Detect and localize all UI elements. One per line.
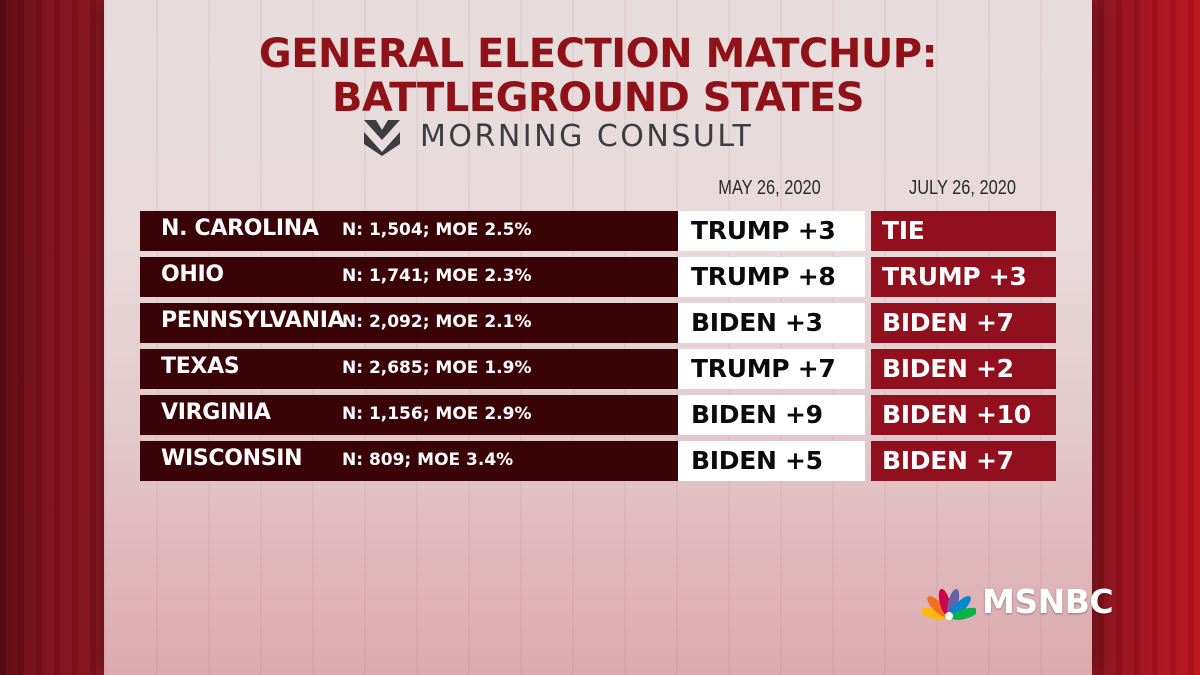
july-result-cell: BIDEN +7 [871,441,1056,481]
table-row: OHIO N: 1,741; MOE 2.3% TRUMP +8 TRUMP +… [140,257,1056,297]
table-row: TEXAS N: 2,685; MOE 1.9% TRUMP +7 BIDEN … [140,349,1056,389]
state-name: WISCONSIN [161,446,303,471]
july-result: TIE [882,216,925,245]
sample-info: N: 1,741; MOE 2.3% [342,266,532,286]
title-line-2: BATTLEGROUND STATES [331,75,865,121]
july-result-cell: BIDEN +7 [871,303,1056,343]
state-cell: TEXAS N: 2,685; MOE 1.9% [140,349,678,389]
source-logo: MORNING CONSULT [362,118,753,156]
state-cell: VIRGINIA N: 1,156; MOE 2.9% [140,395,678,435]
may-result: BIDEN +9 [691,400,823,429]
may-result: BIDEN +5 [691,446,823,475]
state-name: VIRGINIA [161,400,271,425]
table-row: N. CAROLINA N: 1,504; MOE 2.5% TRUMP +3 … [140,211,1056,251]
may-result-cell: BIDEN +3 [678,303,865,343]
state-name: OHIO [161,262,224,287]
may-result-cell: TRUMP +8 [678,257,865,297]
sample-info: N: 2,685; MOE 1.9% [342,358,532,378]
state-name: N. CAROLINA [161,216,319,241]
state-cell: PENNSYLVANIA N: 2,092; MOE 2.1% [140,303,678,343]
sample-info: N: 1,156; MOE 2.9% [342,404,532,424]
july-result: TRUMP +3 [882,262,1027,291]
july-result: BIDEN +2 [882,354,1014,383]
table-row: PENNSYLVANIA N: 2,092; MOE 2.1% BIDEN +3… [140,303,1056,343]
may-result-cell: TRUMP +3 [678,211,865,251]
source-name: MORNING CONSULT [420,119,754,154]
column-header-may: MAY 26, 2020 [718,177,821,199]
may-result: BIDEN +3 [691,308,823,337]
july-result: BIDEN +7 [882,446,1014,475]
sample-info: N: 809; MOE 3.4% [342,450,514,470]
state-name: TEXAS [161,354,240,379]
morning-consult-logo-icon [364,120,400,156]
may-result: TRUMP +7 [691,354,836,383]
july-result-cell: BIDEN +10 [871,395,1056,435]
state-name: PENNSYLVANIA [161,308,345,333]
may-result-cell: BIDEN +9 [678,395,865,435]
may-result: TRUMP +3 [691,216,836,245]
table-row: VIRGINIA N: 1,156; MOE 2.9% BIDEN +9 BID… [140,395,1056,435]
state-cell: OHIO N: 1,741; MOE 2.3% [140,257,678,297]
july-result: BIDEN +10 [882,400,1031,429]
column-header-july: JULY 26, 2020 [909,177,1016,199]
july-result: BIDEN +7 [882,308,1014,337]
table-row: WISCONSIN N: 809; MOE 3.4% BIDEN +5 BIDE… [140,441,1056,481]
may-result-cell: BIDEN +5 [678,441,865,481]
network-logo: MSNBC [922,582,1114,621]
state-cell: N. CAROLINA N: 1,504; MOE 2.5% [140,211,678,251]
title-line-1: GENERAL ELECTION MATCHUP: [258,31,938,77]
nbc-peacock-icon [922,588,976,620]
network-name: MSNBC [982,582,1114,621]
state-cell: WISCONSIN N: 809; MOE 3.4% [140,441,678,481]
sample-info: N: 2,092; MOE 2.1% [342,312,532,332]
july-result-cell: TRUMP +3 [871,257,1056,297]
may-result: TRUMP +8 [691,262,836,291]
may-result-cell: TRUMP +7 [678,349,865,389]
july-result-cell: BIDEN +2 [871,349,1056,389]
sample-info: N: 1,504; MOE 2.5% [342,220,532,240]
july-result-cell: TIE [871,211,1056,251]
